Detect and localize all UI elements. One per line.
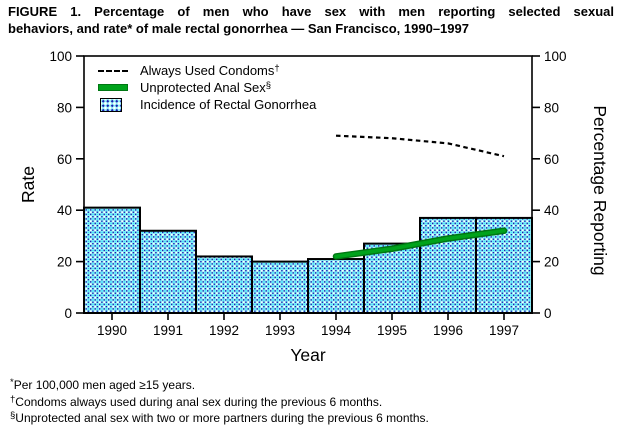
y-tick-label-left: 20 xyxy=(57,255,72,270)
bar-1996 xyxy=(419,216,477,314)
y-tick-label-left: 80 xyxy=(57,100,72,115)
line-unprotected-anal-sex xyxy=(334,228,506,259)
x-tick-label: 1992 xyxy=(209,323,239,338)
x-tick-label: 1996 xyxy=(433,323,463,338)
y-tick-label-right: 40 xyxy=(544,203,559,218)
footnote-rate: *Per 100,000 men aged ≥15 years. xyxy=(10,377,196,392)
bar-1994 xyxy=(307,258,365,314)
y-axis-title-left: Rate xyxy=(18,166,38,203)
x-tick-label: 1991 xyxy=(153,323,183,338)
x-axis-title: Year xyxy=(290,345,326,365)
legend-label: Incidence of Rectal Gonorrhea xyxy=(140,97,317,112)
legend-label: Unprotected Anal Sex§ xyxy=(140,80,272,95)
line-always-used-condoms xyxy=(335,134,505,158)
y-tick-label-right: 80 xyxy=(544,100,559,115)
x-tick-label: 1995 xyxy=(377,323,407,338)
legend-label: Always Used Condoms† xyxy=(140,63,280,78)
y-axis-title-right: Percentage Reporting xyxy=(590,105,610,275)
x-tick-label: 1990 xyxy=(97,323,127,338)
green-line-swatch-icon xyxy=(98,84,128,91)
figure-title-line2: behaviors, and rate* of male rectal gono… xyxy=(8,21,469,36)
figure-footnotes: *Per 100,000 men aged ≥15 years. †Condom… xyxy=(10,376,429,426)
figure-title-line1: FIGURE 1. Percentage of men who have sex… xyxy=(8,4,614,19)
y-tick-label-right: 100 xyxy=(544,49,567,64)
bar-1992 xyxy=(195,255,253,314)
x-tick-label: 1994 xyxy=(321,323,352,338)
y-tick-label-right: 0 xyxy=(544,306,552,321)
y-tick-label-left: 100 xyxy=(49,49,72,64)
footnote-unprotected: §Unprotected anal sex with two or more p… xyxy=(10,410,429,425)
y-tick-label-right: 60 xyxy=(544,152,559,167)
y-tick-label-left: 0 xyxy=(64,306,72,321)
footnote-condoms: †Condoms always used during anal sex dur… xyxy=(10,393,383,409)
y-tick-label-right: 20 xyxy=(544,255,559,270)
bar-1991 xyxy=(139,229,197,314)
chart-legend: Always Used Condoms† Unprotected Anal Se… xyxy=(98,62,316,113)
plot-frame xyxy=(83,55,533,314)
bar-1995 xyxy=(363,242,421,314)
dashed-line-swatch-icon xyxy=(98,69,128,72)
figure-title: FIGURE 1. Percentage of men who have sex… xyxy=(8,3,614,37)
x-tick-label: 1993 xyxy=(265,323,295,338)
legend-item-rectal-gonorrhea: Incidence of Rectal Gonorrhea xyxy=(98,96,316,113)
y-tick-label-left: 60 xyxy=(57,152,72,167)
bar-1993 xyxy=(251,260,309,315)
bar-1990 xyxy=(83,206,141,315)
pattern-box-swatch-icon xyxy=(98,97,128,112)
legend-item-always-used-condoms: Always Used Condoms† xyxy=(98,62,316,79)
x-tick-label: 1997 xyxy=(489,323,519,338)
y-tick-label-left: 40 xyxy=(57,203,72,218)
legend-item-unprotected-anal-sex: Unprotected Anal Sex§ xyxy=(98,79,316,96)
